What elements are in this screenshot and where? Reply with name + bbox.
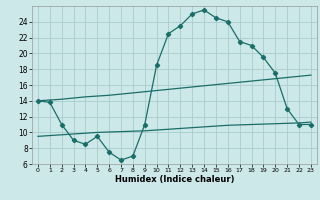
X-axis label: Humidex (Indice chaleur): Humidex (Indice chaleur)	[115, 175, 234, 184]
